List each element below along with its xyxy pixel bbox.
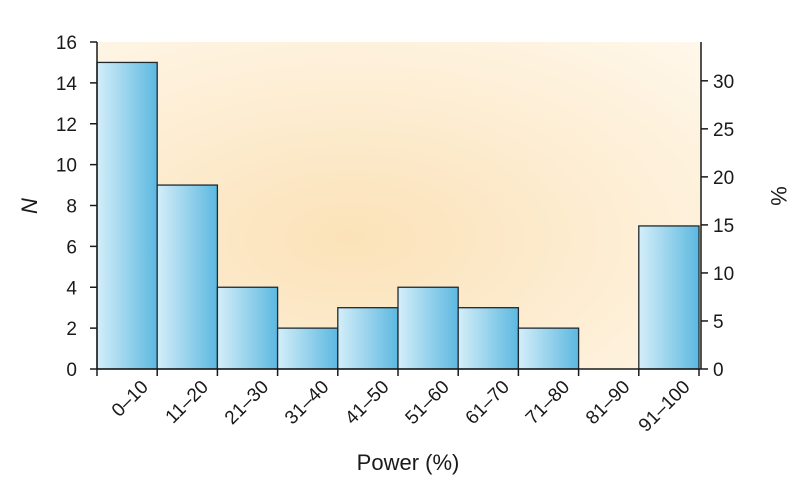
y-tick-label: 2: [66, 319, 77, 340]
y2-tick-label: 5: [713, 312, 724, 333]
x-tick-label: 41–50: [341, 377, 393, 429]
y2-tick-label: 30: [713, 72, 734, 93]
bars-group: [96, 61, 700, 370]
y-axis-title: N: [17, 198, 42, 214]
bar-91–100: [638, 225, 700, 370]
bar-0–10: [96, 61, 158, 370]
x-tick-label: 11–20: [162, 377, 213, 428]
y2-axis-title: %: [766, 186, 791, 206]
y-tick-label: 10: [56, 156, 77, 177]
x-tick-label: 61–70: [462, 377, 514, 429]
x-tick-label: 91–100: [635, 377, 695, 437]
bar-61–70: [457, 307, 520, 370]
y2-tick-label: 20: [713, 168, 734, 189]
y-tick-label: 6: [66, 237, 77, 258]
bar-11–20: [156, 184, 219, 370]
y-tick-label: 8: [66, 197, 77, 218]
x-tick-label: 51–60: [402, 377, 454, 429]
bar-31–40: [276, 327, 339, 370]
y2-tick-label: 15: [713, 216, 734, 237]
bar-21–30: [216, 286, 279, 370]
y2-tick-label: 10: [713, 264, 734, 285]
y2-tick-label: 0: [713, 360, 724, 381]
bar-51–60: [397, 286, 459, 370]
x-tick-label: 71–80: [522, 377, 574, 429]
y-tick-label: 12: [56, 115, 77, 136]
bar-71–80: [517, 327, 580, 370]
y-tick-label: 4: [66, 278, 77, 299]
bar-41–50: [337, 307, 399, 370]
y-tick-label: 14: [56, 74, 78, 95]
y2-tick-label: 25: [713, 120, 734, 141]
x-tick-label: 21–30: [221, 377, 273, 429]
x-tick-label: 31–40: [281, 377, 333, 429]
y-tick-label: 16: [56, 33, 77, 54]
y-tick-label: 0: [66, 360, 77, 381]
x-tick-label: 0–10: [108, 377, 153, 422]
x-axis-title: Power (%): [357, 450, 460, 475]
x-tick-label: 81–90: [582, 377, 634, 429]
